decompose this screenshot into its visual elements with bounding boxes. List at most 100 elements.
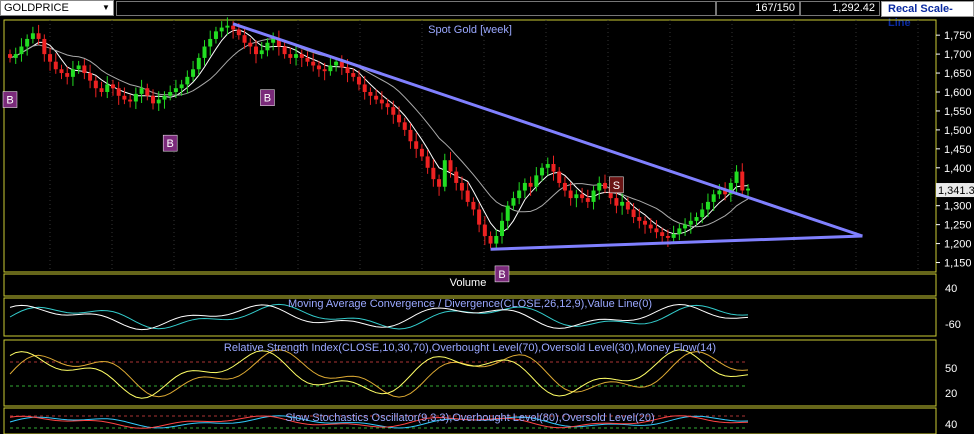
signal-marker bbox=[260, 89, 275, 106]
last-price-box bbox=[936, 183, 974, 198]
candle-body bbox=[168, 92, 173, 96]
candle-body bbox=[511, 198, 516, 206]
price-chart-title: Spot Gold [week] bbox=[428, 24, 512, 36]
candle-body bbox=[442, 160, 447, 187]
signal-marker bbox=[494, 265, 510, 283]
candle-body bbox=[494, 236, 499, 244]
candle-body bbox=[173, 88, 178, 92]
candle-body bbox=[643, 220, 648, 225]
candle-body bbox=[133, 93, 138, 102]
candle-body bbox=[99, 88, 104, 92]
candle-body bbox=[562, 182, 567, 191]
candle-body bbox=[282, 46, 287, 55]
candle-body bbox=[276, 38, 281, 47]
candle-body bbox=[631, 209, 636, 218]
candle-body bbox=[648, 224, 653, 229]
candle-body bbox=[677, 228, 682, 235]
candle-body bbox=[362, 84, 367, 92]
candle-body bbox=[36, 33, 41, 39]
candle-body bbox=[105, 84, 110, 92]
candle-body bbox=[236, 29, 241, 36]
rsi-tick-20: 20 bbox=[945, 388, 957, 400]
candle-body bbox=[191, 69, 196, 77]
candle-body bbox=[557, 171, 562, 183]
candle-body bbox=[316, 65, 321, 70]
y-tick-label: 1,300 bbox=[944, 201, 972, 213]
candle-body bbox=[76, 65, 81, 70]
stochastic-lines bbox=[9, 415, 749, 429]
candle-body bbox=[723, 190, 728, 195]
panel-frame bbox=[3, 407, 937, 434]
signal-marker bbox=[609, 176, 624, 194]
candle-body bbox=[65, 73, 70, 77]
symbol-select[interactable]: GOLDPRICE ▼ bbox=[0, 0, 114, 16]
candle-body bbox=[746, 188, 750, 191]
candle-body bbox=[705, 201, 710, 210]
candle-body bbox=[151, 95, 156, 104]
candle-body bbox=[368, 92, 373, 96]
panel-frame bbox=[3, 297, 937, 337]
candle-body bbox=[53, 61, 58, 70]
candle-body bbox=[625, 201, 630, 210]
candle-body bbox=[242, 35, 247, 43]
candle-body bbox=[620, 201, 625, 206]
candle-body bbox=[213, 31, 218, 39]
signal-marker bbox=[162, 134, 178, 152]
candle-body bbox=[488, 236, 493, 244]
candle-body bbox=[585, 198, 590, 202]
candle-body bbox=[219, 27, 224, 32]
candle-body bbox=[88, 73, 93, 81]
candle-body bbox=[259, 50, 264, 55]
recal-scale-button[interactable]: Recal Scale-Line bbox=[881, 1, 974, 29]
candle-body bbox=[471, 201, 476, 210]
candle-body bbox=[202, 46, 207, 58]
panel-frame bbox=[3, 19, 937, 273]
candle-body bbox=[48, 54, 53, 62]
candles bbox=[8, 17, 750, 250]
candle-body bbox=[717, 190, 722, 195]
candle-body bbox=[425, 156, 430, 168]
candle-body bbox=[671, 234, 676, 238]
oscillator-line bbox=[9, 415, 749, 429]
candle-body bbox=[156, 99, 161, 104]
y-tick-label: 1,500 bbox=[944, 125, 972, 137]
y-tick-label: 1,600 bbox=[944, 87, 972, 99]
candle-body bbox=[179, 84, 184, 89]
candle-body bbox=[13, 54, 18, 58]
candle-body bbox=[574, 194, 579, 199]
oscillator-line bbox=[9, 349, 749, 398]
candle-body bbox=[110, 84, 115, 89]
candle-body bbox=[534, 175, 539, 187]
candle-body bbox=[299, 54, 304, 58]
candle-body bbox=[145, 88, 150, 96]
ma-slow-line bbox=[9, 38, 749, 228]
candle-body bbox=[402, 122, 407, 130]
candle-body bbox=[294, 54, 299, 58]
signal-label: B bbox=[167, 138, 174, 150]
candle-body bbox=[522, 182, 527, 191]
toolbar-spacer bbox=[116, 1, 716, 16]
macd-title: Moving Average Convergence / Divergence(… bbox=[288, 298, 652, 310]
candle-body bbox=[437, 179, 442, 187]
candle-body bbox=[517, 190, 522, 199]
oscillator-line bbox=[9, 303, 749, 331]
y-tick-label: 1,400 bbox=[944, 163, 972, 175]
candle-body bbox=[271, 38, 276, 43]
candle-body bbox=[385, 103, 390, 108]
candle-body bbox=[597, 182, 602, 191]
chevron-down-icon[interactable]: ▼ bbox=[102, 3, 110, 12]
candle-body bbox=[334, 61, 339, 66]
candle-body bbox=[25, 38, 30, 47]
ma-fast-line bbox=[9, 29, 749, 235]
stochastic-tick: 40 bbox=[945, 419, 957, 431]
y-tick-label: 1,750 bbox=[944, 30, 972, 42]
candle-body bbox=[397, 114, 402, 123]
y-tick-label: 1,650 bbox=[944, 68, 972, 80]
candle-body bbox=[740, 171, 745, 191]
candle-body bbox=[339, 61, 344, 68]
signal-label: B bbox=[498, 269, 505, 281]
candle-body bbox=[614, 198, 619, 206]
last-price-readout: 1,292.42 bbox=[800, 1, 880, 16]
candle-body bbox=[185, 76, 190, 85]
